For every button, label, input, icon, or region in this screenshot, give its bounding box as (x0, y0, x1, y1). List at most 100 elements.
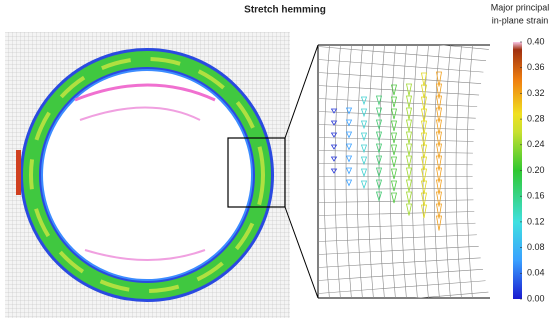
arrow (375, 95, 383, 106)
arrow (406, 119, 412, 132)
mesh-line (466, 45, 474, 298)
arc (84, 249, 206, 261)
arrow (330, 168, 338, 174)
mesh-line (318, 210, 490, 216)
arrow (421, 192, 427, 207)
mesh-line (356, 45, 364, 298)
arc (74, 83, 216, 102)
arrow (390, 108, 398, 120)
arrow (421, 84, 427, 99)
mesh-line (318, 199, 490, 203)
mesh-line (318, 256, 490, 268)
arrow (421, 120, 427, 135)
arrow (406, 107, 412, 120)
mesh-line (318, 59, 490, 74)
arrow (375, 143, 383, 154)
zoom-box (227, 137, 286, 208)
arrow (421, 108, 427, 123)
arrow (436, 191, 442, 207)
mesh-line (318, 233, 490, 242)
arrow (345, 155, 353, 163)
arrow (406, 167, 412, 180)
arrow (360, 180, 368, 190)
mesh-line (444, 45, 452, 298)
arrow (436, 95, 442, 111)
arrow (436, 167, 442, 183)
arrow (390, 96, 398, 108)
arrow (436, 131, 442, 147)
mesh-line (455, 45, 463, 298)
colorbar-title: in-plane strain (492, 15, 549, 25)
arrow (421, 144, 427, 159)
arrow (345, 131, 353, 139)
arrow (421, 204, 427, 219)
tick-label: 0.16 (527, 191, 545, 201)
arrow (436, 107, 442, 123)
mesh-line (323, 45, 331, 298)
left-panel (5, 32, 290, 318)
arrow (406, 203, 412, 216)
arrow (421, 132, 427, 147)
tick-label: 0.40 (527, 36, 545, 46)
arrow (375, 191, 383, 202)
arrow (360, 168, 368, 178)
arrow (390, 156, 398, 168)
arrow (390, 192, 398, 204)
mesh-line (334, 45, 342, 298)
mesh-line (345, 45, 353, 298)
arrow (390, 120, 398, 132)
tick-label: 0.12 (527, 216, 545, 226)
colorbar-title: Major principal (491, 2, 550, 12)
arrow (345, 107, 353, 115)
arrow (330, 108, 338, 114)
mesh-line (318, 268, 490, 281)
arrow (345, 143, 353, 151)
arrow (436, 179, 442, 195)
arrow (406, 95, 412, 108)
mesh-line (318, 45, 490, 51)
zoom-panel (318, 45, 490, 298)
arrow (375, 155, 383, 166)
arrow (421, 180, 427, 195)
mesh-line (318, 187, 490, 190)
hot-spot (16, 150, 21, 195)
arrow (406, 83, 412, 96)
arrow (421, 72, 427, 87)
arrow (421, 96, 427, 111)
tick-label: 0.28 (527, 113, 545, 123)
arrow (375, 167, 383, 178)
mesh-line (318, 85, 490, 97)
arrow (390, 84, 398, 96)
arrow (406, 191, 412, 204)
mesh-line (318, 279, 490, 294)
hole (41, 69, 253, 281)
arrow (375, 179, 383, 190)
arrow (360, 132, 368, 142)
arrow (360, 108, 368, 118)
arrow (330, 132, 338, 138)
arrow (360, 120, 368, 130)
mesh-line (400, 45, 408, 298)
arrow (375, 131, 383, 142)
arrow (436, 215, 442, 231)
mesh-line (411, 45, 419, 298)
tick-label: 0.20 (527, 165, 545, 175)
mesh-line (318, 137, 490, 143)
arc (79, 106, 201, 121)
arrow (436, 83, 442, 99)
tick-label: 0.08 (527, 242, 545, 252)
arrow (390, 168, 398, 180)
arrow (436, 119, 442, 135)
arrow (390, 180, 398, 192)
arrow (345, 179, 353, 187)
chart-title: Stretch hemming (244, 5, 326, 16)
arrow (330, 120, 338, 126)
arrow (406, 155, 412, 168)
mesh-line (433, 45, 441, 298)
arrow (330, 144, 338, 150)
tick-label: 0.32 (527, 88, 545, 98)
arrow (406, 179, 412, 192)
arrow (360, 156, 368, 166)
mesh-line (389, 45, 397, 298)
